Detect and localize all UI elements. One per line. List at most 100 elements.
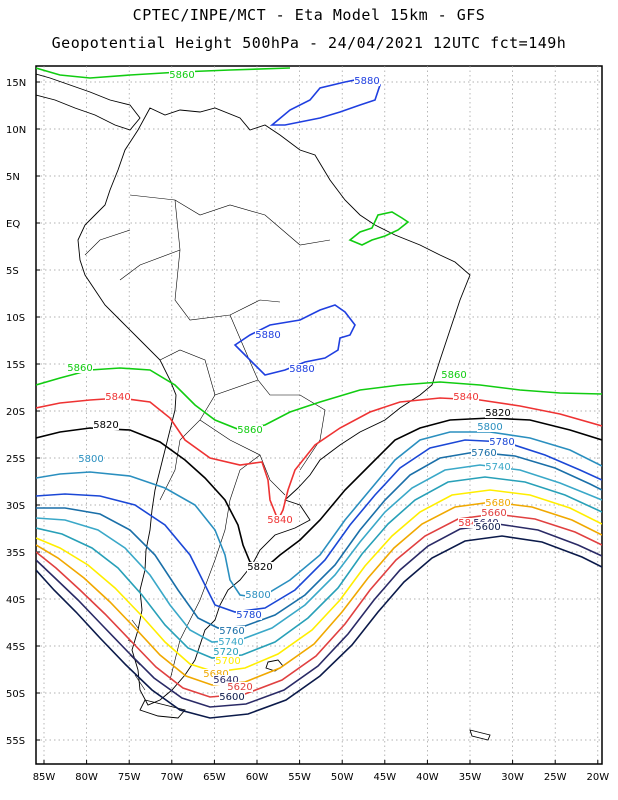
lat-tick-label: 5S bbox=[6, 266, 19, 277]
contour-label: 5840 bbox=[267, 515, 292, 526]
lon-tick-label: 65W bbox=[203, 772, 226, 783]
contour-label-bg bbox=[481, 508, 507, 518]
central-america-coast bbox=[36, 73, 141, 131]
lon-tick-label: 80W bbox=[75, 772, 98, 783]
contour-label-bg bbox=[105, 392, 131, 402]
contour-5860-equatorial bbox=[348, 211, 410, 246]
contour-label-bg bbox=[213, 647, 239, 657]
contour-label-bg bbox=[267, 515, 293, 525]
contour-label-bg bbox=[485, 462, 511, 472]
country-borders bbox=[84, 194, 331, 681]
contour-label-bg bbox=[219, 692, 245, 702]
contour-label: 5820 bbox=[93, 420, 118, 431]
contour-label-bg bbox=[169, 70, 195, 80]
lat-tick-label: 35S bbox=[6, 548, 25, 559]
contour-5820 bbox=[36, 417, 602, 569]
contour-label-bg bbox=[215, 656, 241, 666]
lat-tick-label: 15S bbox=[6, 360, 25, 371]
contour-label-bg bbox=[354, 76, 380, 86]
contour-label: 5700 bbox=[215, 656, 240, 667]
contour-label: 5600 bbox=[475, 522, 500, 533]
map-title-line2: Geopotential Height 500hPa - 24/04/2021 … bbox=[51, 34, 567, 52]
contour-label: 5880 bbox=[289, 364, 314, 375]
contour-label-bg bbox=[289, 364, 315, 374]
contour-5600 bbox=[36, 535, 602, 719]
contour-label: 5840 bbox=[453, 392, 478, 403]
lat-tick-label: 5N bbox=[6, 172, 20, 183]
tierra-del-fuego bbox=[139, 699, 186, 719]
contour-label-bg bbox=[485, 408, 511, 418]
contour-5720 bbox=[36, 476, 602, 659]
lat-tick-label: 45S bbox=[6, 642, 25, 653]
contour-label-bg bbox=[475, 522, 501, 532]
contour-label: 5600 bbox=[219, 692, 244, 703]
lat-tick-label: 40S bbox=[6, 595, 25, 606]
lon-tick-label: 35W bbox=[459, 772, 482, 783]
contour-label-bg bbox=[441, 370, 467, 380]
lon-tick-label: 30W bbox=[501, 772, 524, 783]
lon-tick-label: 60W bbox=[246, 772, 269, 783]
lon-tick-label: 40W bbox=[416, 772, 439, 783]
contour-label-bg bbox=[485, 498, 511, 508]
contour-label-bg bbox=[458, 518, 484, 528]
contour-lines bbox=[36, 67, 602, 719]
lat-tick-label: 50S bbox=[6, 689, 25, 700]
lon-tick-label: 70W bbox=[160, 772, 183, 783]
lon-tick-label: 85W bbox=[33, 772, 56, 783]
contour-label: 5860 bbox=[67, 363, 92, 374]
lat-tick-label: 25S bbox=[6, 454, 25, 465]
contour-label-bg bbox=[218, 637, 244, 647]
lon-tick-label: 45W bbox=[373, 772, 396, 783]
lon-tick-label: 25W bbox=[544, 772, 567, 783]
contour-label: 5780 bbox=[489, 437, 514, 448]
contour-label: 5640 bbox=[213, 675, 238, 686]
contour-label: 5720 bbox=[213, 647, 238, 658]
contour-5860 bbox=[36, 367, 602, 431]
contour-label-bg bbox=[67, 363, 93, 373]
lon-tick-label: 20W bbox=[586, 772, 609, 783]
contour-label: 5800 bbox=[245, 590, 270, 601]
contour-label: 5660 bbox=[481, 508, 506, 519]
contour-label-bg bbox=[227, 682, 253, 692]
lon-tick-label: 55W bbox=[288, 772, 311, 783]
contour-label: 5860 bbox=[237, 425, 262, 436]
contour-5700 bbox=[36, 489, 602, 673]
lon-tick-label: 75W bbox=[118, 772, 141, 783]
lat-tick-label: 15N bbox=[6, 78, 26, 89]
contour-label-bg bbox=[477, 422, 503, 432]
contour-label: 5820 bbox=[485, 408, 510, 419]
lat-tick-label: 10N bbox=[6, 125, 26, 136]
contour-label-bg bbox=[203, 669, 229, 679]
contour-label-bg bbox=[236, 610, 262, 620]
south-america-coast bbox=[77, 107, 471, 706]
contour-label-bg bbox=[489, 437, 515, 447]
contour-label: 5680 bbox=[203, 669, 228, 680]
contour-5880-north bbox=[269, 77, 381, 126]
contour-label-bg bbox=[93, 420, 119, 430]
contour-label-bg bbox=[78, 454, 104, 464]
contour-label-bg bbox=[213, 675, 239, 685]
lon-tick-label: 50W bbox=[331, 772, 354, 783]
axis-ticks: 15N 10N 5N EQ 5S 10S 15S 20S 25S 30S 35S 40S 45S 50S 5… bbox=[6, 78, 609, 783]
contour-label: 5760 bbox=[219, 626, 244, 637]
contour-label: 5740 bbox=[485, 462, 510, 473]
contour-label: 5840 bbox=[105, 392, 130, 403]
contour-label: 5820 bbox=[247, 562, 272, 573]
contour-label-bg bbox=[247, 562, 273, 572]
contour-label-bg bbox=[237, 425, 263, 435]
contour-label: 5620 bbox=[227, 682, 252, 693]
contour-label-bg bbox=[245, 590, 271, 600]
contour-label: 5760 bbox=[471, 448, 496, 459]
contour-5740 bbox=[36, 464, 602, 643]
contour-5800 bbox=[36, 431, 602, 599]
contour-label: 5800 bbox=[477, 422, 502, 433]
contour-label: 5680 bbox=[485, 498, 510, 509]
contour-5880-central bbox=[233, 304, 356, 376]
contour-label: 5740 bbox=[218, 637, 243, 648]
contour-label: 5860 bbox=[441, 370, 466, 381]
lat-tick-label: 55S bbox=[6, 736, 25, 747]
contour-label-bg bbox=[471, 448, 497, 458]
south-georgia bbox=[469, 729, 491, 741]
contour-label: 5880 bbox=[255, 330, 280, 341]
